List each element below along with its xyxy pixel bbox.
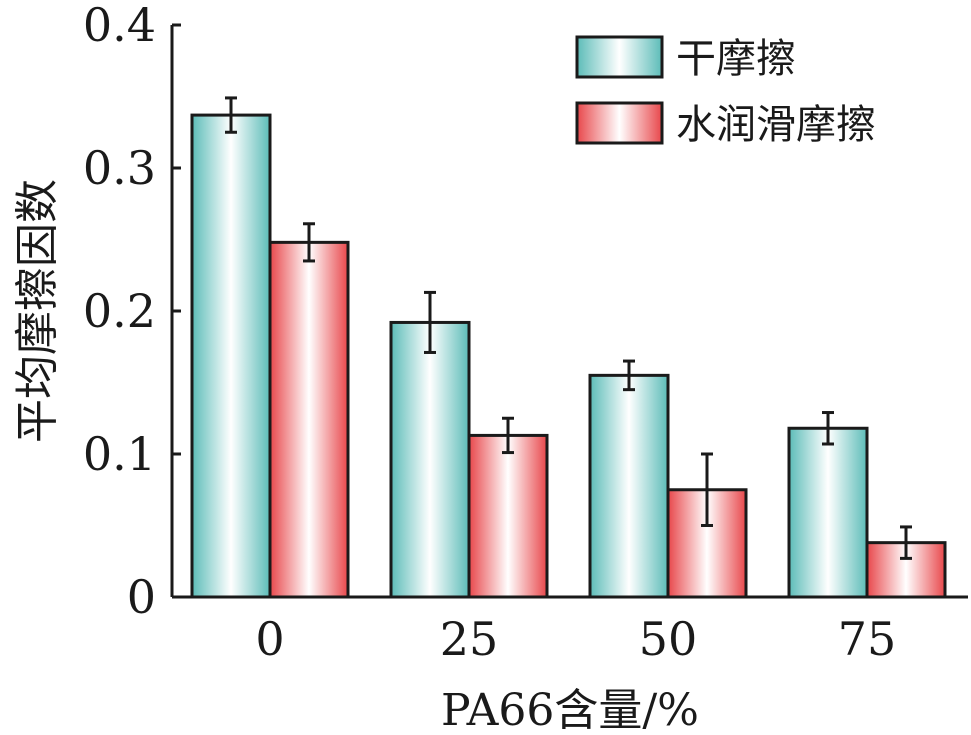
error-bar-water-75 [900,525,912,560]
error-bar-water-50 [701,452,713,527]
bars-layer [190,113,947,599]
legend: 干摩擦 水润滑摩擦 [575,35,876,148]
legend-label-dry: 干摩擦 [676,36,796,82]
error-bar-dry-0 [225,96,237,134]
error-bar-water-25 [502,416,514,455]
error-bar-dry-50 [623,359,635,392]
bar-dry-75 [787,426,869,599]
x-ticks: 0 25 50 75 [255,612,896,666]
legend-swatch-water [575,101,664,145]
bar-water-0 [268,240,350,599]
y-axis-title: 平均摩擦因数 [12,179,63,443]
y-ticks: 0 0.1 0.2 0.3 0.4 [83,0,181,624]
y-tick-label: 0.2 [83,284,156,338]
bar-dry-50 [588,373,670,599]
y-tick-label: 0.3 [83,141,156,195]
x-axis-title: PA66含量/% [441,685,699,735]
error-bar-dry-75 [822,411,834,446]
y-tick-label: 0.4 [83,0,156,52]
bar-water-25 [467,433,549,599]
bar-dry-25 [389,320,471,599]
error-bar-water-0 [303,222,315,263]
error-bar-dry-25 [424,290,436,354]
bar-dry-0 [190,113,272,599]
y-tick-label: 0.1 [83,427,156,481]
legend-swatch-dry [575,35,664,79]
x-tick-label-75: 75 [838,612,897,666]
x-tick-label-0: 0 [255,612,284,666]
legend-label-water: 水润滑摩擦 [676,102,876,148]
x-tick-label-25: 25 [440,612,499,666]
y-tick-label: 0 [127,570,156,624]
x-tick-label-50: 50 [639,612,698,666]
error-bars-layer [225,96,912,560]
